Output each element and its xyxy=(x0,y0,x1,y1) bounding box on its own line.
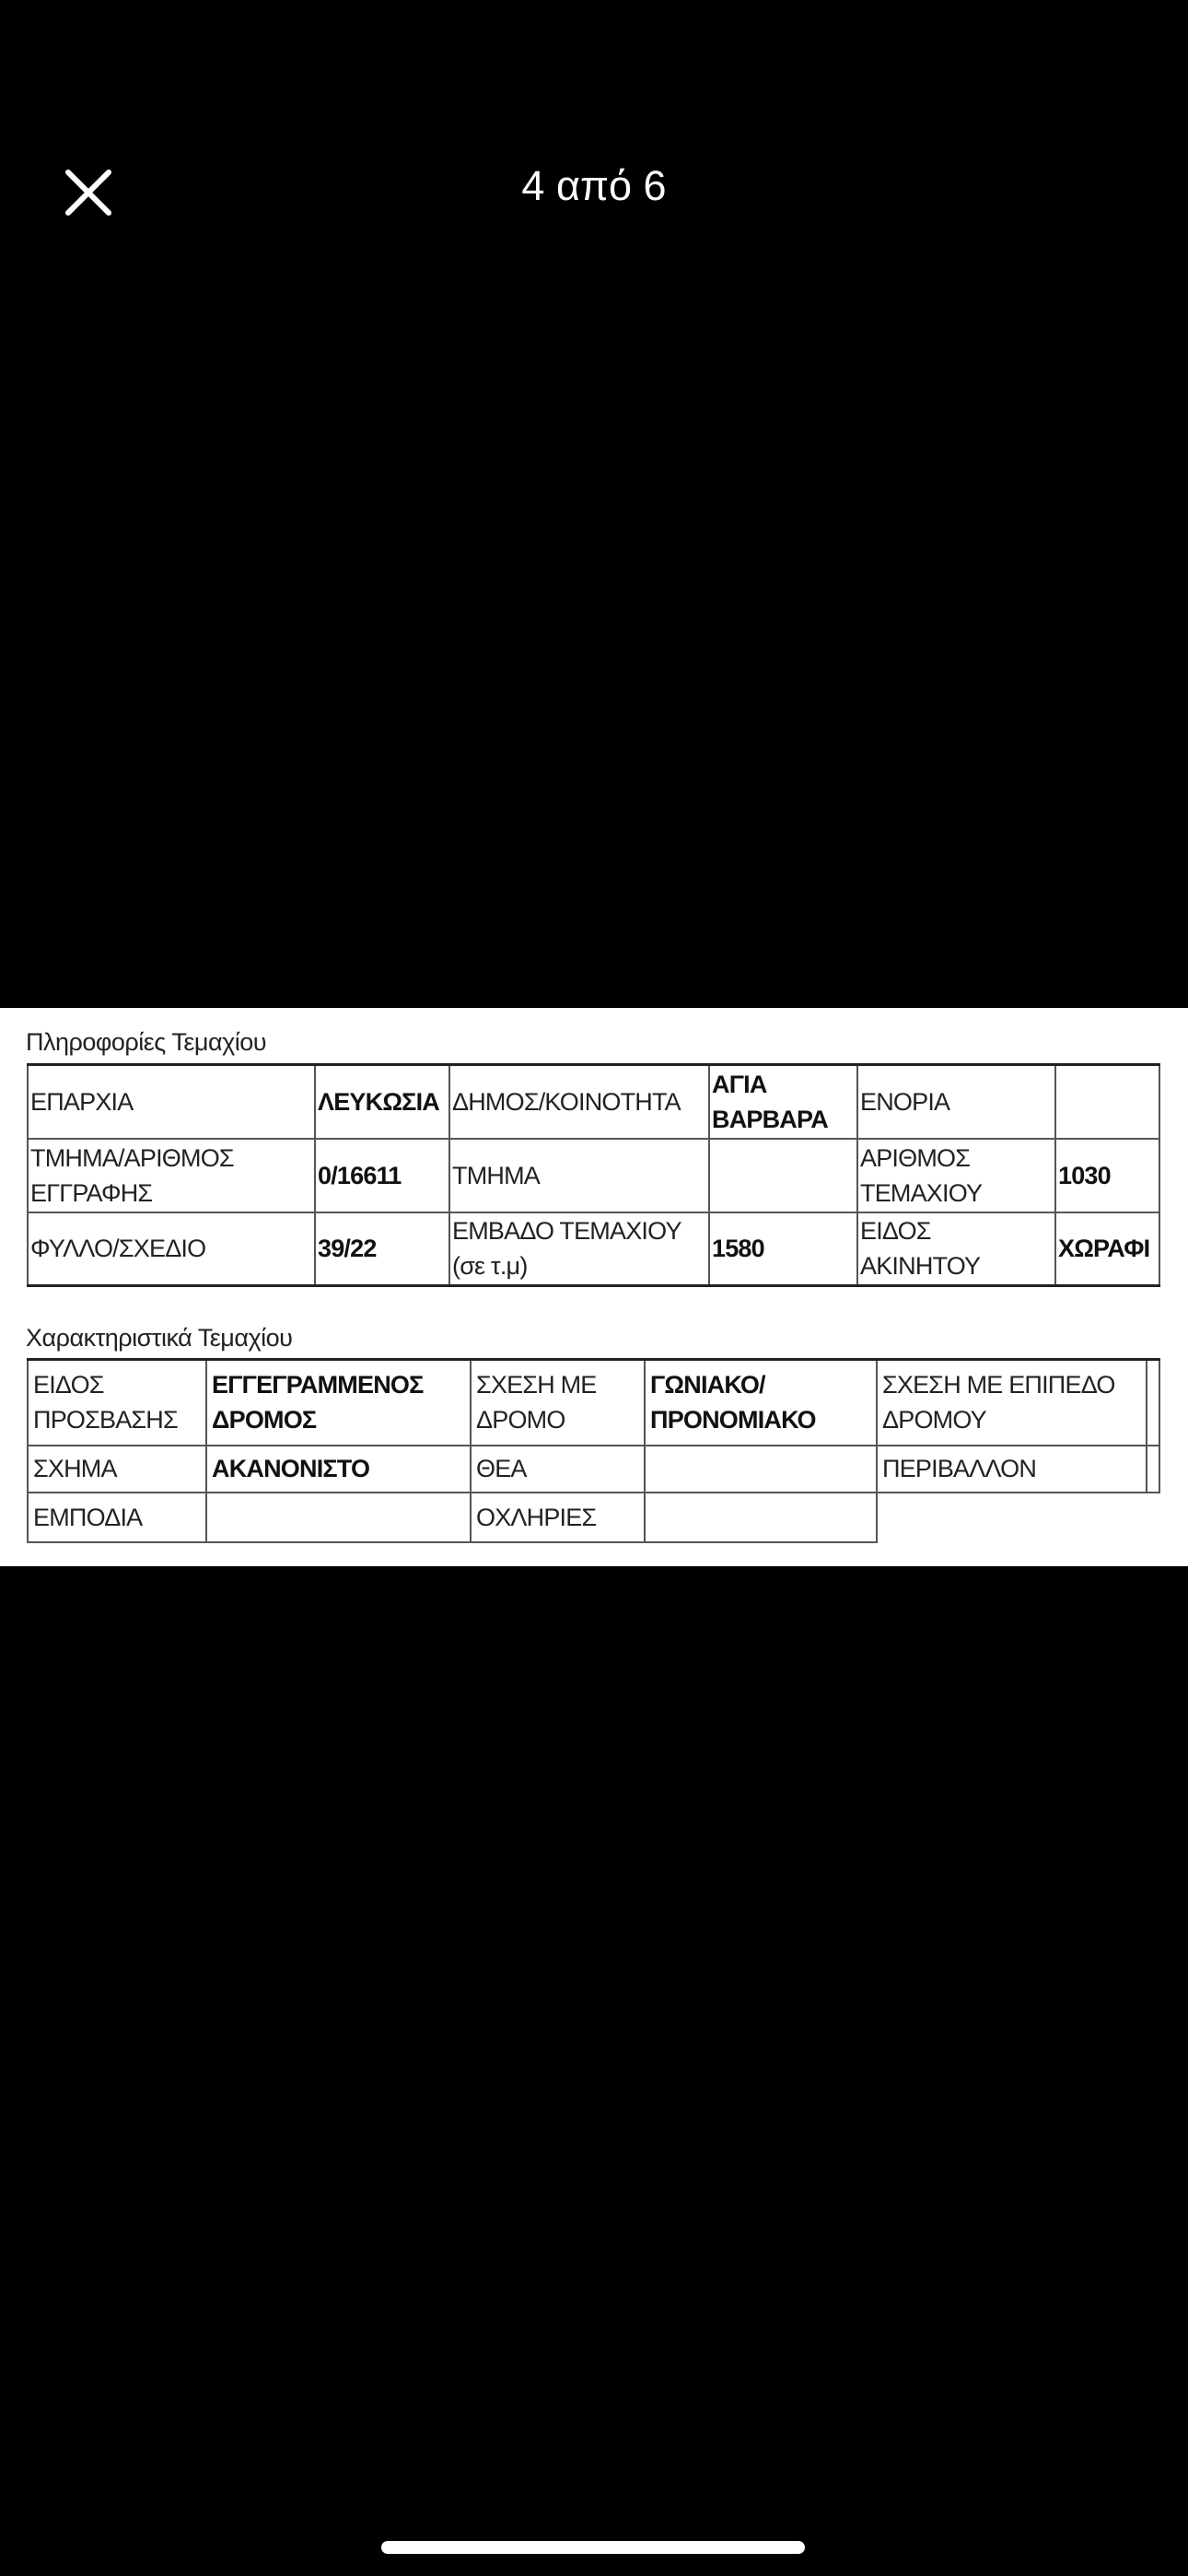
value-cell xyxy=(1146,1444,1160,1493)
label-cell: ΕΠΑΡΧΙΑ xyxy=(27,1063,316,1140)
close-x-icon xyxy=(65,170,111,216)
label-cell: ΕΝΟΡΙΑ xyxy=(856,1063,1056,1140)
label-cell: ΠΕΡΙΒΑΛΛΟΝ xyxy=(876,1444,1147,1493)
table-row: ΣΧΗΜΑ ΑΚΑΝΟΝΙΣΤΟ ΘΕΑ ΠΕΡΙΒΑΛΛΟΝ xyxy=(27,1444,1160,1493)
label-cell: ΤΜΗΜΑ/ΑΡΙΘΜΟΣ ΕΓΓΡΑΦΗΣ xyxy=(27,1137,316,1213)
parcel-features-table: ΕΙΔΟΣ ΠΡΟΣΒΑΣΗΣ ΕΓΓΕΓΡΑΜΜΕΝΟΣ ΔΡΟΜΟΣ ΣΧΕ… xyxy=(27,1358,1160,1543)
value-cell: ΛΕΥΚΩΣΙΑ xyxy=(314,1063,450,1140)
value-cell xyxy=(644,1444,878,1493)
value-cell: ΑΚΑΝΟΝΙΣΤΟ xyxy=(205,1444,472,1493)
document-image: Πληροφορίες Τεμαχίου ΕΠΑΡΧΙΑ ΛΕΥΚΩΣΙΑ ΔΗ… xyxy=(0,1008,1188,1566)
label-cell: ΟΧΛΗΡΙΕΣ xyxy=(470,1491,646,1543)
empty-space xyxy=(877,1493,1159,1542)
value-cell xyxy=(205,1491,472,1543)
label-cell: ΦΥΛΛΟ/ΣΧΕΔΙΟ xyxy=(27,1211,316,1287)
value-cell: 1030 xyxy=(1054,1137,1160,1213)
close-button[interactable] xyxy=(64,169,112,217)
table-row: ΤΜΗΜΑ/ΑΡΙΘΜΟΣ ΕΓΓΡΑΦΗΣ 0/16611 ΤΜΗΜΑ ΑΡΙ… xyxy=(27,1137,1160,1213)
value-cell xyxy=(1146,1358,1160,1446)
label-cell: ΣΧΕΣΗ ΜΕ ΕΠΙΠΕΔΟ ΔΡΟΜΟΥ xyxy=(876,1358,1147,1446)
image-counter: 4 από 6 xyxy=(521,162,667,209)
label-cell: ΕΜΠΟΔΙΑ xyxy=(27,1491,207,1543)
label-cell: ΕΜΒΑΔΟ ΤΕΜΑΧΙΟΥ (σε τ.μ) xyxy=(448,1211,710,1287)
table-row: ΦΥΛΛΟ/ΣΧΕΔΙΟ 39/22 ΕΜΒΑΔΟ ΤΕΜΑΧΙΟΥ (σε τ… xyxy=(27,1211,1160,1287)
table-row: ΕΠΑΡΧΙΑ ΛΕΥΚΩΣΙΑ ΔΗΜΟΣ/ΚΟΙΝΟΤΗΤΑ ΑΓΙΑ ΒΑ… xyxy=(27,1063,1160,1140)
value-cell: ΑΓΙΑ ΒΑΡΒΑΡΑ xyxy=(708,1063,858,1140)
value-cell: ΕΓΓΕΓΡΑΜΜΕΝΟΣ ΔΡΟΜΟΣ xyxy=(205,1358,472,1446)
label-cell: ΕΙΔΟΣ ΠΡΟΣΒΑΣΗΣ xyxy=(27,1358,207,1446)
value-cell xyxy=(644,1491,878,1543)
label-cell: ΔΗΜΟΣ/ΚΟΙΝΟΤΗΤΑ xyxy=(448,1063,710,1140)
home-indicator[interactable] xyxy=(381,2541,805,2554)
section-title-parcel-features: Χαρακτηριστικά Τεμαχίου xyxy=(26,1324,293,1352)
table-row: ΕΙΔΟΣ ΠΡΟΣΒΑΣΗΣ ΕΓΓΕΓΡΑΜΜΕΝΟΣ ΔΡΟΜΟΣ ΣΧΕ… xyxy=(27,1358,1160,1446)
value-cell: ΧΩΡΑΦΙ xyxy=(1054,1211,1160,1287)
label-cell: ΣΧΕΣΗ ΜΕ ΔΡΟΜΟ xyxy=(470,1358,646,1446)
parcel-info-table: ΕΠΑΡΧΙΑ ΛΕΥΚΩΣΙΑ ΔΗΜΟΣ/ΚΟΙΝΟΤΗΤΑ ΑΓΙΑ ΒΑ… xyxy=(27,1063,1160,1287)
label-cell: ΤΜΗΜΑ xyxy=(448,1137,710,1213)
value-cell: ΓΩΝΙΑΚΟ/ ΠΡΟΝΟΜΙΑΚΟ xyxy=(644,1358,878,1446)
value-cell: 39/22 xyxy=(314,1211,450,1287)
value-cell: 0/16611 xyxy=(314,1137,450,1213)
table-row: ΕΜΠΟΔΙΑ ΟΧΛΗΡΙΕΣ xyxy=(27,1491,1159,1543)
section-title-parcel-info: Πληροφορίες Τεμαχίου xyxy=(26,1028,267,1056)
value-cell: 1580 xyxy=(708,1211,858,1287)
value-cell xyxy=(708,1137,858,1213)
label-cell: ΕΙΔΟΣ ΑΚΙΝΗΤΟΥ xyxy=(856,1211,1056,1287)
label-cell: ΑΡΙΘΜΟΣ ΤΕΜΑΧΙΟΥ xyxy=(856,1137,1056,1213)
value-cell xyxy=(1054,1063,1160,1140)
label-cell: ΘΕΑ xyxy=(470,1444,646,1493)
label-cell: ΣΧΗΜΑ xyxy=(27,1444,207,1493)
